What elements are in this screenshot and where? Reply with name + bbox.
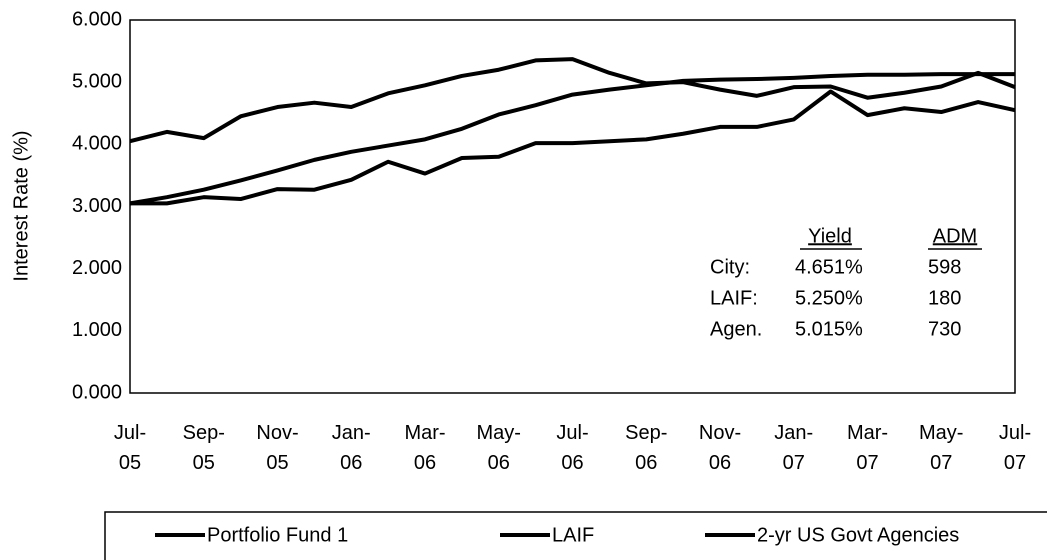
y-axis-label: Interest Rate (%) — [10, 130, 32, 281]
y-tick-label: 1.000 — [72, 319, 122, 341]
annotation-cell: LAIF: — [710, 287, 758, 309]
annotation-cell: Agen. — [710, 318, 762, 340]
annotation-header: Yield — [808, 225, 852, 247]
annotation-cell: City: — [710, 256, 750, 278]
x-tick-label: Jan- 07 — [774, 422, 814, 474]
series-line — [130, 89, 1016, 206]
y-tick-label: 5.000 — [72, 70, 122, 92]
series-line — [129, 57, 1016, 144]
x-tick-label: Jul- 05 — [113, 422, 147, 474]
x-tick-label: Nov- 05 — [256, 422, 299, 474]
x-tick-label: Mar- 07 — [846, 422, 889, 474]
annotation-cell: 5.250% — [795, 287, 863, 309]
y-tick-label: 3.000 — [72, 195, 122, 217]
y-tick-label: 2.000 — [72, 257, 122, 279]
y-tick-label: 6.000 — [72, 8, 122, 30]
annotation-cell: 598 — [928, 256, 961, 278]
y-tick-label: 0.000 — [72, 381, 122, 403]
legend-label: LAIF — [552, 524, 594, 546]
x-tick-label: Jul- 07 — [998, 422, 1032, 474]
annotation-cell: 180 — [928, 287, 961, 309]
legend-label: 2-yr US Govt Agencies — [757, 524, 959, 546]
annotation-header: ADM — [933, 225, 977, 247]
x-tick-label: Mar- 06 — [404, 422, 446, 474]
x-tick-label: Nov- 06 — [698, 422, 742, 474]
annotation-cell: 5.015% — [795, 318, 863, 340]
legend-label: Portfolio Fund 1 — [207, 524, 348, 546]
x-tick-label: May- 06 — [476, 422, 521, 474]
y-tick-label: 4.000 — [72, 133, 122, 155]
x-tick-label: May- 07 — [919, 422, 964, 474]
annotation-cell: 730 — [928, 318, 961, 340]
annotation-cell: 4.651% — [795, 256, 863, 278]
series-line — [129, 72, 1015, 206]
x-tick-label: Jul- 06 — [556, 422, 589, 474]
x-tick-label: Sep- 05 — [182, 422, 225, 474]
legend-box — [104, 511, 1047, 560]
x-tick-label: Sep- 06 — [625, 422, 668, 474]
x-tick-label: Jan- 06 — [331, 422, 371, 474]
plot-border — [129, 19, 1016, 394]
